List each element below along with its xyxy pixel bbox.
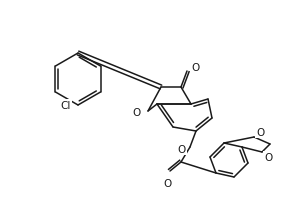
Text: O: O — [133, 108, 141, 117]
Text: O: O — [178, 144, 186, 154]
Text: O: O — [256, 127, 264, 137]
Text: Cl: Cl — [61, 101, 71, 110]
Text: O: O — [191, 63, 199, 73]
Text: O: O — [264, 152, 272, 162]
Text: O: O — [164, 178, 172, 188]
